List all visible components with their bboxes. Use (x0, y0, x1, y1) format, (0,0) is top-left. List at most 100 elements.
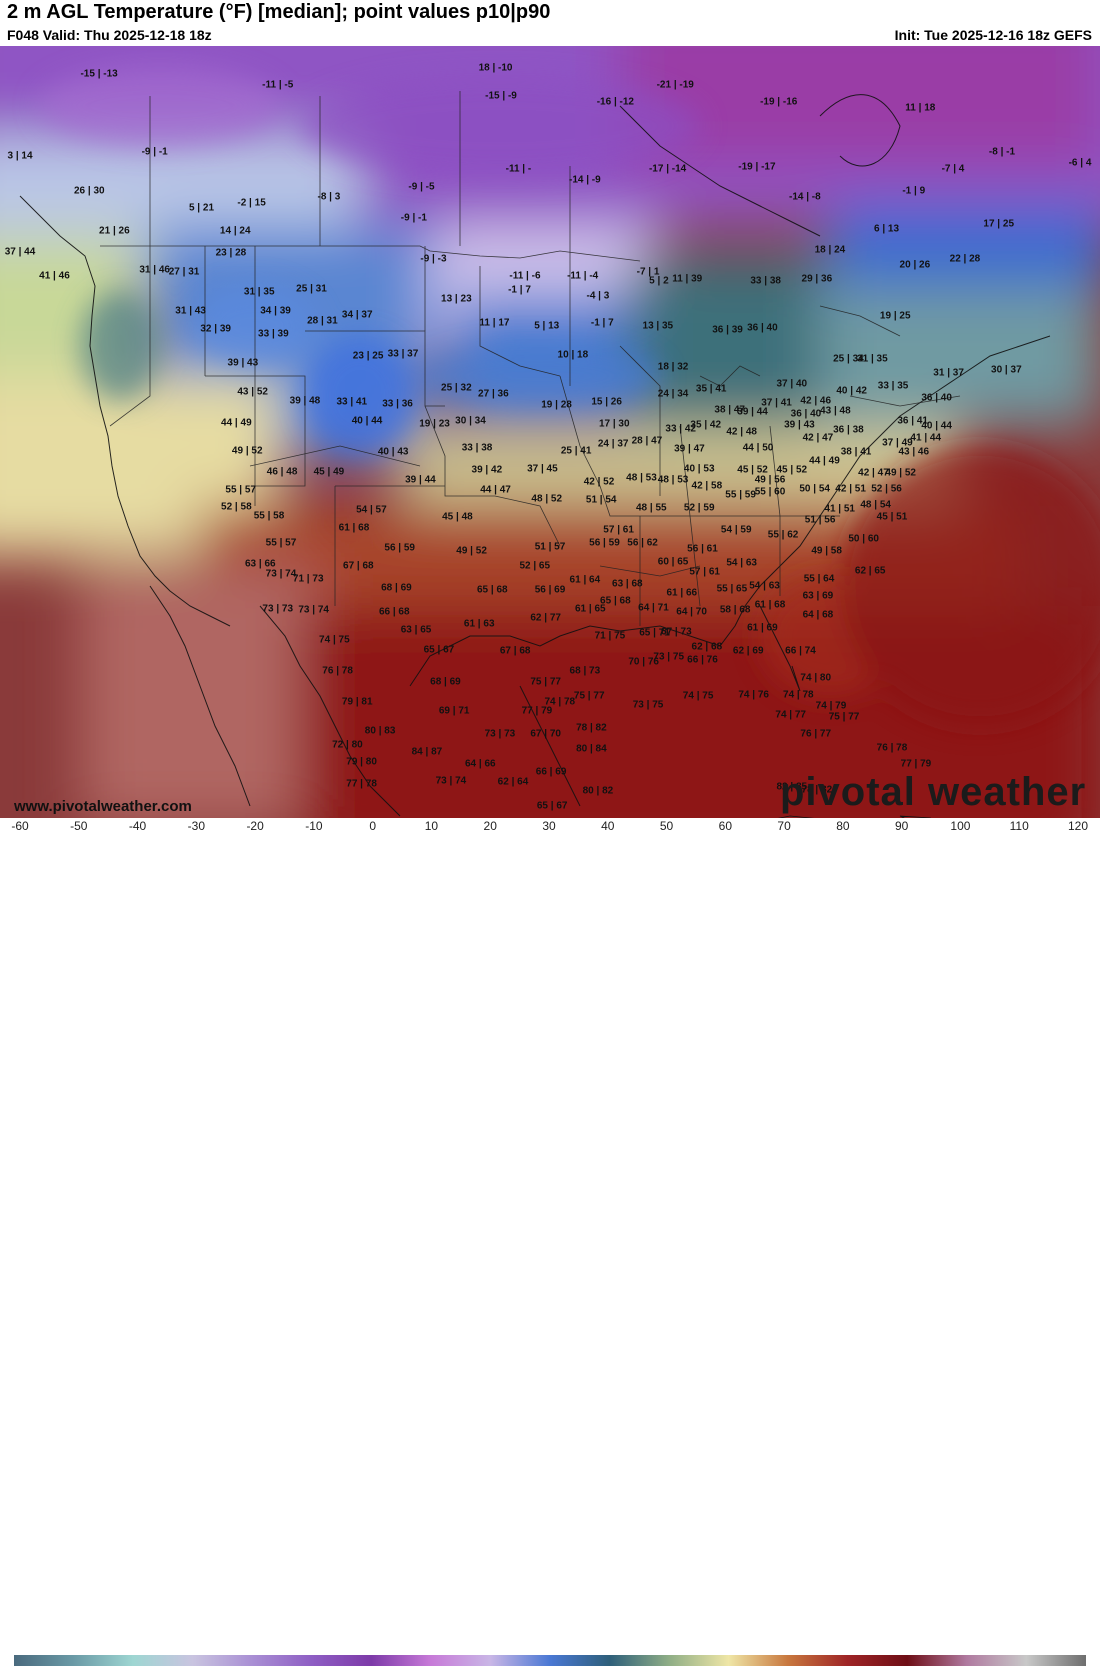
point-value: -21 | -19 (656, 79, 694, 91)
point-value: 27 | 36 (478, 388, 509, 400)
point-value: 64 | 70 (676, 606, 707, 618)
point-value: 71 | 73 (292, 573, 324, 585)
point-value: 30 | 37 (991, 364, 1022, 376)
point-value: 82 | 85 (776, 781, 808, 793)
point-value: 50 | 54 (799, 483, 830, 495)
point-value: 61 | 69 (747, 622, 778, 634)
point-value: 54 | 63 (726, 557, 757, 569)
point-value: 44 | 50 (742, 442, 774, 454)
point-value: 64 | 66 (464, 758, 496, 770)
point-value: 35 | 42 (690, 419, 722, 431)
colorbar-tick-label: 110 (1009, 819, 1029, 833)
point-value: 63 | 69 (802, 590, 834, 602)
point-value: 74 | 79 (815, 700, 847, 712)
point-value: 38 | 47 (714, 404, 745, 416)
website-url[interactable]: www.pivotalweather.com (14, 798, 192, 815)
colorbar-tick-label: 60 (718, 819, 733, 833)
point-value: 55 | 57 (265, 537, 297, 549)
colorbar-tick-label: 70 (777, 819, 791, 833)
point-value: 26 | 30 (73, 185, 105, 197)
point-value: 24 | 34 (657, 388, 689, 400)
point-value: 18 | -10 (478, 62, 513, 74)
point-value: 45 | 48 (442, 511, 473, 523)
point-value: 36 | 41 (897, 415, 928, 427)
colorbar-tick-label: 90 (894, 819, 909, 833)
point-value: 32 | 39 (200, 323, 231, 335)
point-value: 42 | 58 (691, 480, 723, 492)
point-value: 56 | 62 (627, 537, 658, 549)
point-value: 79 | 81 (341, 696, 373, 708)
point-value: 25 | 34 (833, 353, 864, 365)
point-value: 25 | 41 (560, 445, 592, 457)
point-value: 54 | 59 (720, 524, 752, 536)
point-value: 44 | 49 (809, 455, 840, 467)
colorbar: -60 -50 -40 -30 -20 -10 0 10 20 30 40 50 60 70 80 90 100… (0, 818, 1100, 1666)
colorbar-tick-label: -10 (305, 819, 323, 833)
point-value: 38 | 41 (840, 446, 872, 458)
point-value: 61 | 64 (569, 574, 601, 586)
point-value: 66 | 76 (687, 654, 718, 666)
point-value: 41 | 51 (824, 503, 855, 515)
point-value: 33 | 41 (336, 396, 368, 408)
point-value: 42 | 48 (726, 426, 757, 438)
point-value: 49 | 58 (811, 545, 842, 557)
point-value: 74 | 78 (544, 696, 576, 708)
point-value: 37 | 40 (776, 378, 808, 390)
point-value: 54 | 57 (356, 504, 387, 516)
point-value: 40 | 44 (921, 420, 952, 432)
point-value: -2 | 15 (237, 197, 266, 209)
point-value: 56 | 61 (687, 543, 718, 555)
colorbar-gradient (14, 1655, 1086, 1666)
point-value: -7 | 4 (941, 163, 965, 175)
point-value: 67 | 70 (530, 728, 561, 740)
point-value: -11 | -4 (567, 270, 599, 282)
point-value: 65 | 71 (639, 627, 670, 639)
point-value: 73 | 75 (632, 699, 664, 711)
point-value: -14 | -9 (568, 174, 601, 186)
point-value: 80 | 84 (576, 743, 607, 755)
point-value: 42 | 47 (802, 432, 834, 444)
point-value: -6 | 4 (1068, 157, 1092, 169)
point-value: 10 | 18 (557, 349, 589, 361)
point-value: 51 | 57 (534, 541, 566, 553)
temperature-map[interactable]: -15 | -13 -11 | -5 18 | -10 -15 | -9 -16 | -… (0, 0, 1100, 866)
point-value: 55 | 60 (754, 486, 786, 498)
point-value: -14 | -8 (788, 191, 821, 203)
point-value: 77 | 78 (346, 778, 377, 790)
point-value: 74 | 78 (783, 689, 814, 701)
point-value: 62 | 65 (854, 565, 886, 577)
colorbar-tick-label: 80 (836, 819, 850, 833)
point-value: 43 | 52 (237, 386, 268, 398)
point-value: 25 | 32 (441, 382, 472, 394)
point-value: 78 | 82 (576, 722, 607, 734)
point-value: 56 | 69 (534, 584, 566, 596)
point-value: 73 | 73 (484, 728, 516, 740)
point-value: 36 | 40 (790, 408, 822, 420)
point-value: 41 | 44 (910, 432, 942, 444)
point-value: 37 | 41 (761, 397, 792, 409)
point-value: 55 | 62 (767, 529, 799, 541)
point-value: -17 | -14 (648, 163, 687, 175)
point-value: 28 | 31 (307, 315, 338, 327)
point-value: 11 | 17 (479, 317, 510, 329)
point-value: 37 | 45 (527, 463, 558, 475)
point-value: 18 | 32 (657, 361, 689, 373)
point-value: 76 | 78 (322, 665, 353, 677)
point-value: -1 | 7 (590, 317, 614, 329)
point-value: 61 | 63 (463, 618, 495, 630)
point-value: 14 | 24 (219, 225, 251, 237)
point-value: 76 | 78 (876, 742, 908, 753)
point-value: 39 | 44 (737, 406, 768, 418)
point-value: 45 | 49 (313, 466, 345, 478)
colorbar-tick-label: 20 (483, 819, 497, 833)
point-value: 74 | 75 (319, 634, 350, 646)
point-value: 40 | 43 (377, 446, 409, 458)
point-value: 18 | 24 (814, 244, 846, 256)
point-value: 74 | 80 (800, 672, 832, 684)
point-value: 63 | 68 (612, 578, 643, 590)
point-value: -11 | -5 (262, 79, 294, 91)
point-value: 68 | 69 (430, 676, 461, 687)
point-value: 45 | 51 (876, 511, 908, 523)
point-value: 80 | 83 (364, 725, 396, 737)
point-value: 66 | 68 (378, 606, 410, 618)
